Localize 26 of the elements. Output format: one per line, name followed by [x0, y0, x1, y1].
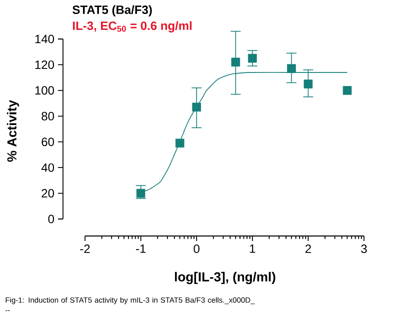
y-tick-label: 60: [42, 138, 54, 146]
point: [192, 102, 201, 112]
point: [231, 58, 240, 67]
y-tick-label: 140: [35, 34, 54, 44]
x-tick-label: 3: [361, 244, 367, 254]
y-tick-label: 40: [41, 163, 54, 172]
y-tick-label: 120: [35, 60, 54, 69]
x-tick-label: 2: [305, 244, 311, 253]
point: [248, 54, 257, 63]
y-tick-label: 20: [42, 189, 54, 198]
x-tick-label: -2: [80, 244, 90, 253]
chart-subtitle: IL-3, EC$_{50}$ = 0.6 ng/ml: [72, 21, 192, 32]
x-axis-title: log[IL-3], (ng/ml): [175, 272, 276, 284]
y-tick-label: 80: [42, 112, 54, 120]
chart-title: STAT5 (Ba/F3): [72, 5, 152, 16]
x-tick-label: 0: [194, 244, 200, 254]
y-tick-label: 0: [48, 214, 54, 224]
point: [136, 188, 146, 198]
point: [175, 138, 184, 148]
point: [287, 64, 296, 73]
x-tick-label: -1: [136, 244, 146, 253]
point: [342, 86, 352, 95]
y-axis-title: % Activity: [6, 100, 20, 162]
x-tick-label: 1: [250, 244, 256, 253]
y-tick-label: 100: [35, 86, 54, 95]
point: [304, 80, 313, 88]
